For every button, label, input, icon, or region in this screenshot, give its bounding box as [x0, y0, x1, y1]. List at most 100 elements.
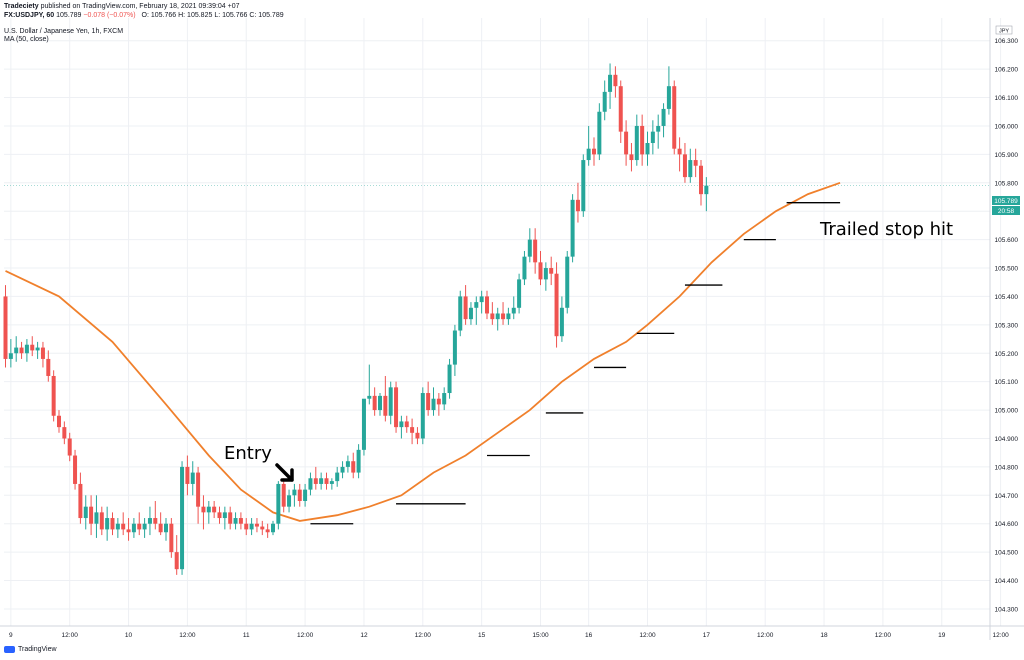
candle — [672, 80, 677, 155]
candle — [618, 80, 623, 144]
candle-body — [94, 512, 99, 524]
candle — [501, 302, 506, 325]
candle-body — [164, 523, 168, 533]
price-axis[interactable]: 104.300 104.400 104.500 104.600 104.700 104.8… — [989, 18, 1019, 640]
candle-body — [533, 239, 538, 263]
candle-body — [506, 313, 511, 320]
entry-arrow-icon — [275, 463, 294, 482]
candle — [324, 472, 329, 490]
candle — [287, 489, 292, 513]
candle-body — [233, 518, 238, 524]
ohlc-open: O: 105.766 — [141, 12, 177, 19]
candle-body — [271, 523, 275, 533]
x-tick-label: 12:00 — [297, 632, 314, 639]
candle-body — [581, 160, 586, 212]
y-tick-label: 105.200 — [995, 351, 1019, 358]
x-tick-label: 12:00 — [62, 632, 79, 639]
candle — [474, 296, 479, 325]
candle-body — [265, 529, 270, 533]
candle — [404, 415, 409, 433]
last-price-tag: 105.789 20:58 — [992, 196, 1020, 215]
x-tick-label: 18 — [820, 632, 828, 639]
candle — [14, 336, 19, 362]
candle-body — [442, 393, 447, 405]
candle-body — [121, 523, 126, 530]
candle — [57, 410, 61, 433]
candle-body — [238, 518, 243, 524]
x-tick-label: 15:00 — [532, 632, 549, 639]
moving-average — [5, 181, 841, 522]
instrument-legend[interactable]: U.S. Dollar / Japanese Yen, 1h, FXCM — [4, 28, 124, 35]
stop-levels — [310, 202, 841, 525]
candle — [367, 364, 372, 405]
candle — [228, 506, 233, 530]
candle-body — [565, 256, 570, 308]
candle — [549, 256, 554, 286]
candle — [447, 358, 452, 399]
y-tick-label: 104.500 — [995, 550, 1019, 557]
candle-body — [629, 154, 634, 161]
candle — [597, 103, 602, 161]
stop-hit-label: Trailed stop hit — [819, 219, 953, 240]
candle — [217, 506, 222, 524]
y-tick-label: 106.200 — [995, 67, 1019, 74]
x-tick-label: 19 — [938, 632, 946, 639]
candle — [592, 137, 596, 166]
candle — [126, 518, 131, 541]
footer-brand-text: TradingView — [18, 646, 57, 653]
candle — [254, 518, 259, 533]
ohlc-low: L: 105.766 — [214, 12, 248, 19]
candle-body — [308, 478, 313, 490]
candle-body — [634, 125, 639, 161]
candle — [8, 339, 13, 368]
candle-body — [592, 148, 596, 155]
candle-body — [543, 268, 548, 280]
last-price-text: 105.789 — [994, 198, 1018, 205]
candle-body — [431, 398, 436, 411]
candle-body — [340, 466, 345, 473]
candle — [206, 500, 211, 524]
candle-body — [501, 313, 506, 320]
candle-body — [656, 125, 661, 132]
candle — [201, 495, 206, 530]
candle — [666, 66, 671, 115]
candle-body — [30, 344, 35, 351]
chart-grid — [4, 18, 1002, 626]
y-tick-label: 105.800 — [995, 180, 1019, 187]
candle — [46, 350, 51, 382]
candle-body — [624, 131, 629, 155]
candle-body — [345, 461, 350, 467]
candle-body — [688, 160, 693, 178]
time-axis[interactable]: 9 12:00 10 12:00 11 12:00 12 12:00 15 15:00 16 12:0… — [0, 625, 1024, 639]
candle — [110, 512, 115, 536]
footer-branding[interactable]: TradingView — [4, 646, 57, 653]
candle — [399, 415, 404, 439]
candle-body — [254, 523, 259, 527]
candle — [565, 250, 570, 314]
candle-body — [602, 91, 607, 112]
indicator-legend[interactable]: MA (50, close) — [4, 36, 49, 43]
y-tick-label: 105.100 — [995, 379, 1019, 386]
candle-body — [447, 364, 452, 394]
candle — [394, 381, 399, 433]
candle — [538, 250, 543, 286]
annotations: Entry Trailed stop hit — [224, 219, 953, 482]
candle — [153, 500, 158, 530]
candle-body — [78, 483, 83, 519]
candle-body — [3, 296, 8, 359]
candle-body — [137, 523, 142, 530]
candle — [121, 512, 126, 536]
candle — [24, 339, 29, 362]
candle-body — [329, 481, 334, 484]
x-tick-label: 12:00 — [757, 632, 774, 639]
candle — [3, 285, 8, 368]
candle — [319, 472, 324, 490]
candle — [634, 114, 639, 166]
candle-body — [201, 506, 206, 513]
currency-badge: JPY — [995, 25, 1013, 35]
y-tick-label: 105.900 — [995, 152, 1019, 159]
candle — [340, 461, 345, 479]
candle-body — [222, 512, 227, 519]
candle — [212, 500, 217, 519]
